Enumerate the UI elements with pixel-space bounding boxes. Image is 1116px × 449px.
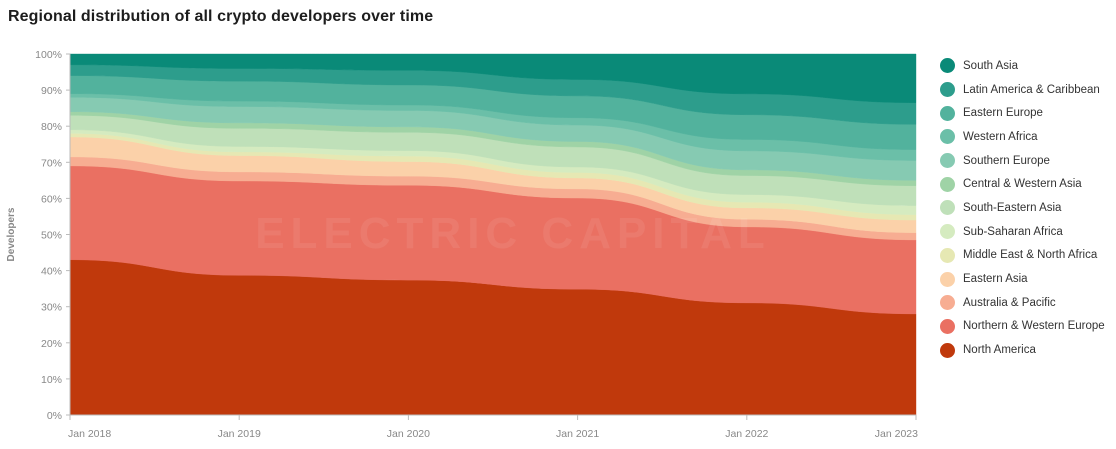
legend-label: Australia & Pacific <box>963 296 1056 309</box>
legend-item[interactable]: South Asia <box>940 54 1116 78</box>
legend-item[interactable]: Sub-Saharan Africa <box>940 220 1116 244</box>
legend-swatch <box>940 82 955 98</box>
legend-swatch <box>940 58 955 74</box>
legend-swatch <box>940 271 955 287</box>
y-tick-label: 100% <box>35 49 62 61</box>
legend-item[interactable]: Latin America & Caribbean <box>940 78 1116 102</box>
legend: South Asia Latin America & Caribbean Easte… <box>940 54 1116 362</box>
legend-label: Sub-Saharan Africa <box>963 225 1063 238</box>
legend-swatch <box>940 129 955 145</box>
legend-swatch <box>940 247 955 263</box>
legend-label: Western Africa <box>963 130 1038 143</box>
x-tick-label: Jan 2021 <box>556 428 599 440</box>
legend-label: Southern Europe <box>963 154 1050 167</box>
legend-label: Middle East & North Africa <box>963 249 1098 262</box>
legend-swatch <box>940 318 955 334</box>
area-south-asia <box>69 53 917 103</box>
legend-label: South Asia <box>963 59 1018 72</box>
y-tick-label: 40% <box>41 266 62 278</box>
legend-swatch <box>940 200 955 216</box>
x-tick-label: Jan 2019 <box>218 428 261 440</box>
y-tick-label: 30% <box>41 302 62 314</box>
y-tick-label: 20% <box>41 338 62 350</box>
legend-item[interactable]: Eastern Asia <box>940 267 1116 291</box>
legend-swatch <box>940 295 955 311</box>
y-tick-label: 80% <box>41 121 62 133</box>
legend-item[interactable]: Eastern Europe <box>940 101 1116 125</box>
legend-label: Central & Western Asia <box>963 178 1082 191</box>
y-tick-label: 50% <box>41 230 62 242</box>
y-tick-label: 10% <box>41 374 62 386</box>
legend-label: South-Eastern Asia <box>963 201 1062 214</box>
legend-item[interactable]: Middle East & North Africa <box>940 244 1116 268</box>
legend-item[interactable]: North America <box>940 338 1116 362</box>
chart-title: Regional distribution of all crypto deve… <box>8 8 434 25</box>
x-tick-label: Jan 2020 <box>387 428 430 440</box>
legend-label: Eastern Europe <box>963 107 1043 120</box>
y-axis-title: Developers <box>6 207 17 261</box>
y-tick-label: 70% <box>41 157 62 169</box>
legend-item[interactable]: Northern & Western Europe <box>940 315 1116 339</box>
legend-item[interactable]: Southern Europe <box>940 149 1116 173</box>
legend-label: Eastern Asia <box>963 273 1028 286</box>
legend-swatch <box>940 105 955 121</box>
legend-item[interactable]: Central & Western Asia <box>940 172 1116 196</box>
legend-item[interactable]: South-Eastern Asia <box>940 196 1116 220</box>
x-tick-label: Jan 2023 <box>875 428 918 440</box>
x-tick-label: Jan 2022 <box>725 428 768 440</box>
y-tick-label: 0% <box>47 410 62 422</box>
legend-swatch <box>940 176 955 192</box>
y-tick-label: 60% <box>41 193 62 205</box>
legend-item[interactable]: Western Africa <box>940 125 1116 149</box>
legend-label: Northern & Western Europe <box>963 320 1105 333</box>
legend-label: North America <box>963 344 1036 357</box>
legend-item[interactable]: Australia & Pacific <box>940 291 1116 315</box>
legend-swatch <box>940 224 955 240</box>
y-tick-label: 90% <box>41 85 62 97</box>
x-tick-label: Jan 2018 <box>68 428 111 440</box>
legend-swatch <box>940 153 955 169</box>
legend-swatch <box>940 342 955 358</box>
legend-label: Latin America & Caribbean <box>963 83 1100 96</box>
watermark: ELECTRIC CAPITAL <box>255 209 771 258</box>
